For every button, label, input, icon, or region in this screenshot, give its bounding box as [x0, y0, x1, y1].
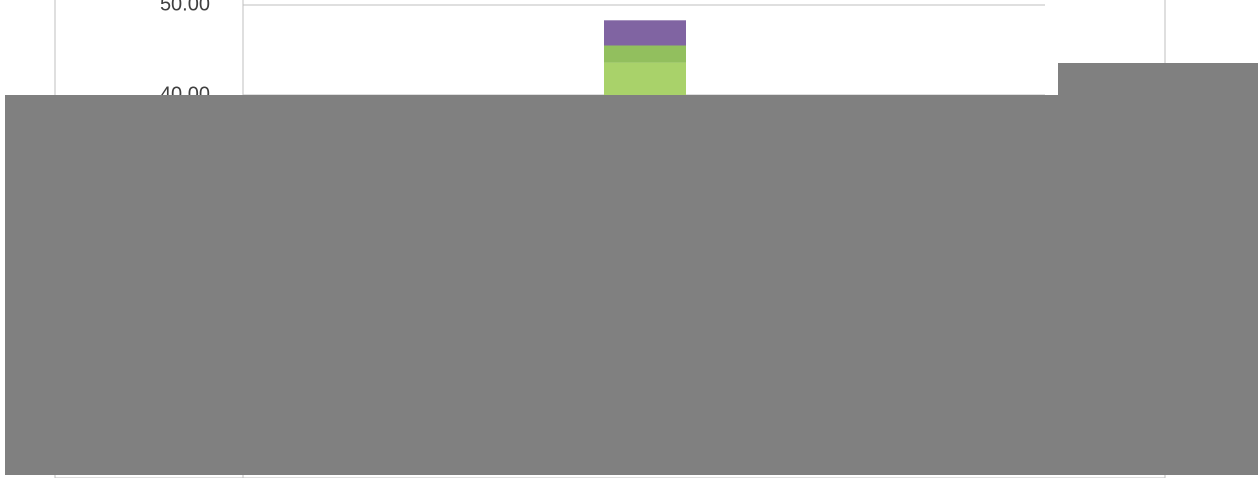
y-tick-label: 50.00 [160, 0, 210, 15]
redaction-block [1058, 63, 1258, 95]
redaction-block [5, 95, 1258, 475]
bar-segment [604, 20, 686, 46]
bar-segment [604, 45, 686, 63]
